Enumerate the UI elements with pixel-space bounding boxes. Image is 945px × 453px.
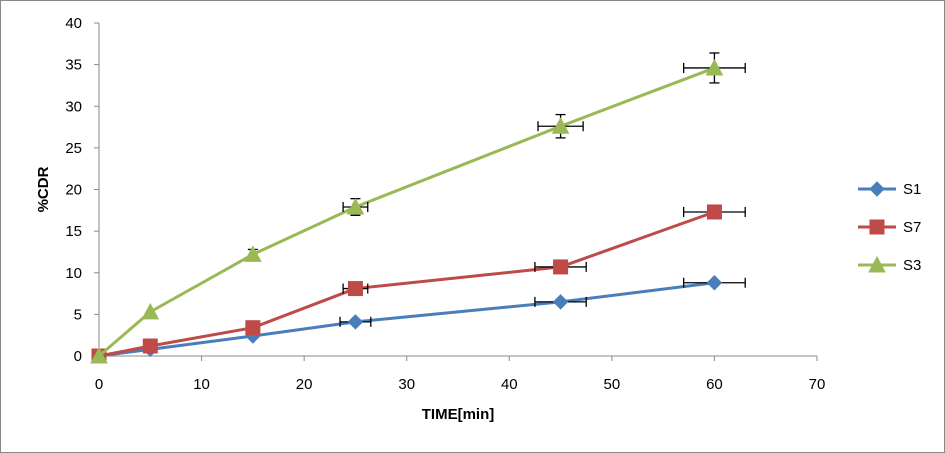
y-tick-label: 30 [65, 98, 82, 115]
x-tick-label: 70 [809, 376, 826, 393]
data-point [705, 58, 724, 76]
data-point [551, 117, 570, 134]
y-tick-label: 10 [65, 265, 82, 282]
y-tick-label: 0 [74, 348, 82, 365]
legend-item-s1: S1 [858, 181, 921, 198]
data-point [347, 314, 364, 330]
y-axis-title: %CDR [35, 166, 52, 212]
x-tick-label: 0 [95, 376, 103, 393]
series-s7 [91, 204, 746, 364]
x-tick-label: 20 [296, 376, 313, 393]
series-s3 [90, 52, 746, 364]
series-line [98, 281, 715, 358]
data-point [90, 346, 108, 364]
x-axis-title: TIME[min] [422, 406, 495, 423]
data-point [553, 259, 569, 275]
data-point [245, 320, 261, 336]
y-tick-label: 5 [74, 306, 82, 323]
series-line [98, 66, 715, 358]
data-point [244, 245, 262, 262]
series-line [98, 210, 715, 358]
y-tick-label: 25 [65, 140, 82, 157]
data-point [706, 275, 723, 291]
legend: S1 S7 S3 [858, 181, 921, 274]
axes: 0 5 10 15 20 25 30 35 40 0 10 20 30 40 50 60 70 [65, 15, 825, 393]
data-point [142, 338, 158, 354]
y-tick-label: 20 [65, 182, 82, 199]
legend-item-s3: S3 [858, 255, 921, 274]
x-tick-label: 50 [604, 376, 621, 393]
x-tick-label: 30 [398, 376, 415, 393]
data-point [347, 281, 363, 297]
y-tick-label: 35 [65, 57, 82, 74]
legend-marker [869, 181, 885, 197]
data-point [552, 294, 569, 310]
y-tick-label: 40 [65, 15, 82, 32]
data-point [141, 302, 160, 320]
series-layer [90, 52, 746, 364]
legend-label: S1 [903, 181, 921, 198]
x-tick-label: 10 [193, 376, 210, 393]
legend-marker [868, 255, 886, 273]
x-tick-label: 40 [501, 376, 518, 393]
data-point [706, 204, 722, 220]
legend-item-s7: S7 [858, 219, 921, 236]
legend-marker [869, 219, 885, 235]
data-point [346, 197, 365, 215]
x-tick-label: 60 [706, 376, 723, 393]
legend-label: S3 [903, 257, 921, 274]
y-tick-label: 15 [65, 223, 82, 240]
legend-label: S7 [903, 219, 921, 236]
